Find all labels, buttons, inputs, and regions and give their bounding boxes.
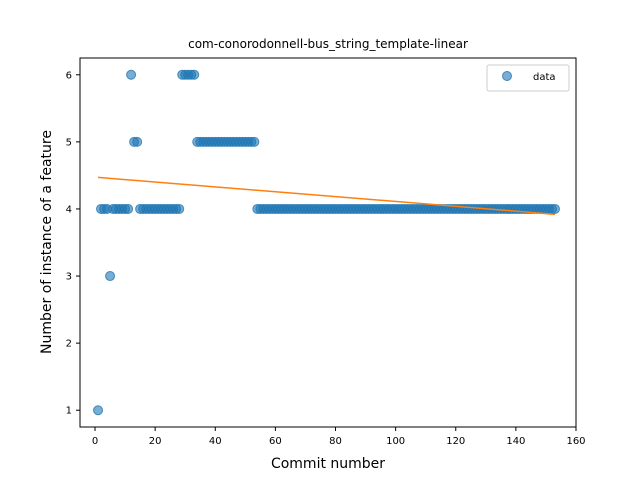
legend: data xyxy=(486,64,570,92)
x-tick-label: 100 xyxy=(386,436,405,447)
data-point xyxy=(126,69,137,80)
x-tick-label: 40 xyxy=(209,436,222,447)
x-tick-label: 0 xyxy=(92,436,98,447)
x-tick-label: 20 xyxy=(149,436,162,447)
y-tick-label: 1 xyxy=(66,406,72,417)
y-axis-ticks: 1 2 3 4 5 6 xyxy=(66,70,80,417)
data-point xyxy=(249,136,260,147)
axes-frame xyxy=(79,57,577,428)
data-point xyxy=(93,405,104,416)
x-tick-label: 120 xyxy=(446,436,465,447)
legend-box xyxy=(486,64,570,92)
chart-title: com-conorodonnell-bus_string_template-li… xyxy=(188,37,468,51)
x-axis-ticks: 0 20 40 60 80 100 120 140 160 xyxy=(92,427,586,447)
x-tick-label: 60 xyxy=(269,436,282,447)
plot-area xyxy=(93,69,560,416)
y-axis-label: Number of instance of a feature xyxy=(39,130,55,354)
x-axis-label: Commit number xyxy=(271,456,385,472)
data-point xyxy=(105,271,116,282)
y-tick-label: 4 xyxy=(66,204,72,215)
data-point xyxy=(189,69,200,80)
data-point xyxy=(123,203,134,214)
y-tick-label: 6 xyxy=(66,70,72,81)
data-point xyxy=(549,203,560,214)
trend-line xyxy=(97,176,556,216)
y-tick-label: 2 xyxy=(66,339,72,350)
data-point xyxy=(132,136,143,147)
x-tick-label: 140 xyxy=(506,436,525,447)
x-tick-label: 160 xyxy=(566,436,585,447)
data-point xyxy=(174,203,185,214)
x-tick-label: 80 xyxy=(329,436,342,447)
y-tick-label: 3 xyxy=(66,272,72,283)
legend-label-data: data xyxy=(533,72,556,83)
y-tick-label: 5 xyxy=(66,137,72,148)
legend-marker-data xyxy=(502,71,512,81)
